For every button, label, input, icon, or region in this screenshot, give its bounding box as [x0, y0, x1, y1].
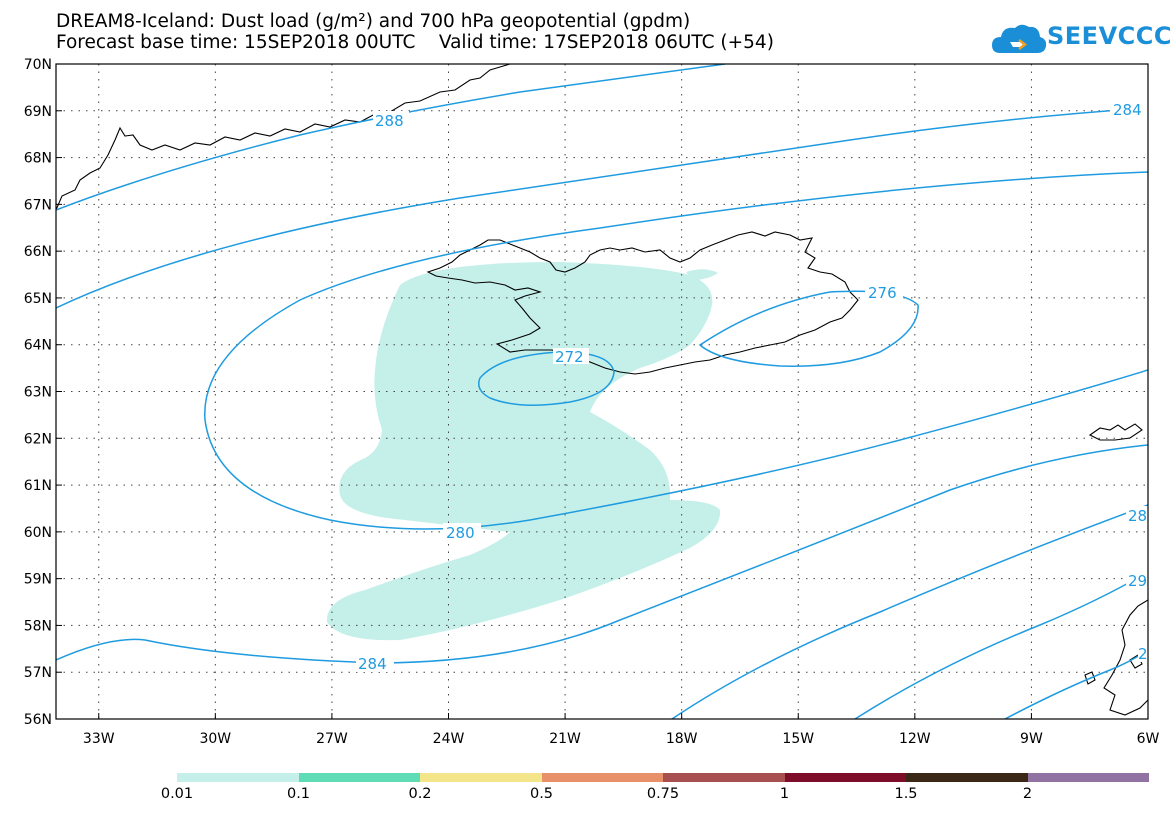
scotland-coast [1103, 599, 1148, 716]
legend-label: 0.1 [286, 786, 311, 802]
latitude-label: 57N [24, 665, 52, 681]
longitude-label: 15W [782, 731, 814, 747]
contour-label: 276 [868, 284, 897, 302]
contour-292 [854, 571, 1148, 719]
longitude-label: 9W [1020, 731, 1043, 747]
faroe-coast [1088, 423, 1143, 441]
contour-label: 272 [555, 348, 584, 366]
contour-288-south [671, 504, 1148, 719]
contour-label: 28 [1128, 507, 1147, 525]
legend-swatch [177, 773, 299, 782]
latitude-label: 68N [24, 151, 52, 167]
color-legend [177, 773, 1149, 782]
contour-288 [56, 64, 726, 211]
latitude-label: 61N [24, 478, 52, 494]
contour-284-north [56, 107, 1148, 309]
latitude-label: 56N [24, 712, 52, 728]
coastline [56, 64, 1148, 716]
longitude-axis: 33W 30W 27W 24W 21W 18W 15W 12W 9W 6W [83, 731, 1160, 747]
legend-swatch [663, 773, 785, 782]
contour-276 [698, 290, 919, 367]
longitude-label: 30W [199, 731, 231, 747]
longitude-label: 24W [433, 731, 465, 747]
contour-label: 284 [1113, 101, 1142, 119]
contour-label: 29 [1128, 572, 1147, 590]
islands-coast [1084, 654, 1143, 685]
legend-swatch [541, 773, 663, 782]
contour-280 [204, 171, 1148, 530]
iceland-coast [426, 231, 859, 375]
legend-label: 0.75 [646, 786, 680, 802]
geopotential-contours [56, 64, 1148, 719]
legend-label: 0.5 [529, 786, 554, 802]
legend-label: 1 [779, 786, 790, 802]
latitude-label: 59N [24, 572, 52, 588]
greenland-coast [56, 64, 511, 211]
latitude-label: 58N [24, 618, 52, 634]
title-line-2: Forecast base time: 15SEP2018 00UTC Vali… [56, 32, 774, 53]
longitude-label: 27W [316, 731, 348, 747]
legend-label: 2 [1022, 786, 1033, 802]
title-line-1: DREAM8-Iceland: Dust load (g/m²) and 700… [56, 11, 691, 32]
contour-296 [1004, 649, 1148, 719]
logo-text: SEEVCCC [1047, 22, 1172, 50]
longitude-label: 33W [83, 731, 115, 747]
contour-label: 288 [375, 112, 404, 130]
legend-label: 0.2 [408, 786, 432, 802]
contour-272 [478, 351, 615, 406]
legend-swatch [420, 773, 542, 782]
latitude-label: 65N [24, 291, 52, 307]
legend-swatch [906, 773, 1028, 782]
longitude-label: 18W [666, 731, 698, 747]
latitude-label: 60N [24, 525, 52, 541]
latitude-label: 62N [24, 431, 52, 447]
latitude-label: 67N [24, 197, 52, 213]
dust-area-east [686, 269, 718, 280]
contour-284-south [56, 444, 1148, 664]
longitude-label: 6W [1137, 731, 1160, 747]
latitude-label: 69N [24, 104, 52, 120]
axis-ticks [56, 63, 1149, 720]
contour-label: 284 [358, 655, 387, 673]
contour-label: 280 [446, 524, 475, 542]
latitude-label: 66N [24, 244, 52, 260]
latitude-label: 63N [24, 385, 52, 401]
legend-swatch [1027, 773, 1149, 782]
contour-label-group: 288 284 276 272 280 284 28 29 28 [356, 100, 1157, 673]
contour-label: 28 [1138, 645, 1157, 663]
latitude-axis: 70N 69N 68N 67N 66N 65N 64N 63N 62N 61N 60N 59N 58N 5… [24, 57, 52, 728]
legend-swatch [298, 773, 420, 782]
cloud-icon [992, 24, 1047, 53]
legend-label: 1.5 [894, 786, 918, 802]
longitude-label: 21W [549, 731, 581, 747]
longitude-label: 12W [899, 731, 931, 747]
latitude-label: 70N [24, 57, 52, 73]
legend-label: 0.01 [160, 786, 194, 802]
dust-area [326, 262, 721, 641]
latitude-label: 64N [24, 338, 52, 354]
map-panel: 288 284 276 272 280 284 28 29 28 70N 69N 6… [24, 57, 1160, 747]
legend-swatch [784, 773, 906, 782]
